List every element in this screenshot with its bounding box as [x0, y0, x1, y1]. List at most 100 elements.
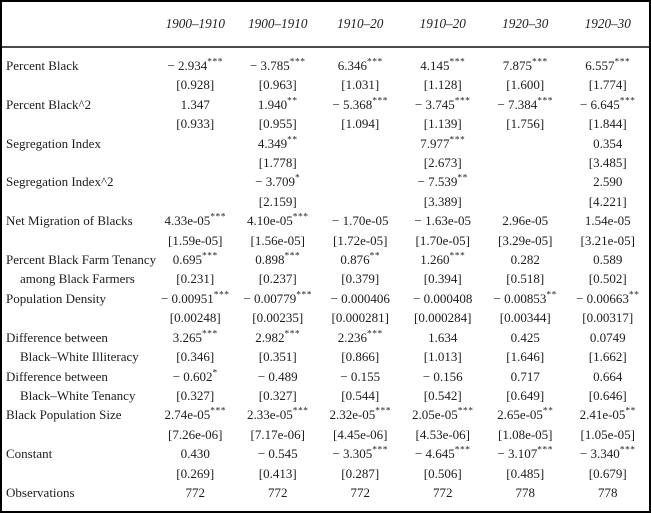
row-label: Observations	[6, 484, 75, 500]
coefficient-cell: − 1.70e-05	[332, 213, 389, 229]
row-label-line2	[2, 308, 154, 327]
row-label-header-cell	[2, 2, 154, 48]
coefficient-cell: − 3.709*	[255, 174, 301, 190]
significance-stars: ***	[537, 96, 554, 107]
significance-stars: ***	[457, 406, 474, 417]
coefficient-cell: 2.65e-05**	[497, 406, 554, 423]
coefficient-cell: − 3.340***	[579, 445, 636, 462]
coefficient-cell: 0.0749	[589, 329, 626, 345]
stderr-cell: [1.774]	[588, 77, 627, 93]
coefficient-cell: 4.145***	[420, 57, 466, 73]
stderr-cell: [2.159]	[258, 193, 297, 209]
coefficient-cell: 0.430	[180, 446, 210, 462]
stderr-cell: [1.031]	[341, 77, 380, 93]
significance-stars: ***	[619, 96, 636, 107]
stderr-cell: [1.72e-05]	[332, 232, 388, 248]
coefficient-cell: − 3.785***	[249, 57, 306, 73]
significance-stars: ***	[449, 135, 466, 146]
column-header: 1900–1910	[236, 2, 319, 48]
stderr-cell: [7.26e-06]	[167, 426, 223, 442]
stderr-cell: [0.413]	[258, 465, 297, 481]
stderr-cell: [0.502]	[588, 271, 627, 287]
stderr-cell: [0.518]	[506, 271, 545, 287]
row-label: Constant	[6, 446, 53, 462]
coefficient-cell	[319, 134, 402, 153]
significance-stars: ***	[289, 57, 306, 68]
stderr-cell: [0.542]	[423, 387, 462, 403]
significance-stars: ***	[207, 57, 224, 68]
stderr-cell: [0.00344]	[499, 310, 551, 326]
coefficient-row: Percent Black^2 1.347 1.940** − 5.368*** − 3…	[2, 95, 649, 114]
column-header: 1910–20	[401, 2, 484, 48]
stderr-cell: [0.000284]	[414, 310, 472, 326]
coefficient-row: Difference between − 0.602* − 0.489 − 0.155…	[2, 367, 649, 386]
significance-stars: ***	[375, 406, 392, 417]
stderr-row: [0.928] [0.963] [1.031] [1.128] [1.600] [1.77…	[2, 75, 649, 94]
coefficient-cell: − 7.384***	[497, 96, 554, 112]
coefficient-cell: 772	[433, 484, 453, 500]
significance-stars: ***	[367, 57, 383, 68]
stderr-cell: [1.59e-05]	[167, 232, 223, 248]
row-label-line2: among Black Farmers	[20, 271, 135, 287]
significance-stars: ***	[202, 329, 218, 340]
stderr-row: Black–White Tenancy [0.327] [0.327] [0.544]…	[2, 386, 649, 405]
row-label: Black Population Size	[6, 407, 122, 423]
stderr-cell: [1.70e-05]	[415, 232, 470, 248]
row-label-line2: Black–White Illiteracy	[20, 349, 139, 365]
coefficient-cell: 772	[350, 484, 371, 500]
stderr-cell: [0.506]	[423, 465, 462, 481]
stderr-cell: [3.485]	[588, 155, 627, 171]
column-header: 1920–30	[566, 2, 649, 48]
stderr-cell: [0.955]	[258, 116, 297, 132]
column-header: 1910–20	[319, 2, 402, 48]
coefficient-cell: 4.349**	[257, 135, 298, 151]
stderr-cell	[484, 192, 567, 211]
significance-stars: ***	[367, 329, 383, 340]
stderr-cell: [1.139]	[423, 116, 462, 132]
stderr-cell: [3.389]	[423, 193, 462, 209]
coefficient-cell: 6.557***	[585, 57, 631, 73]
row-label: Net Migration of Blacks	[6, 213, 133, 229]
significance-stars: ***	[213, 290, 230, 301]
stderr-row: Black–White Illiteracy [0.346] [0.351] [0.8…	[2, 347, 649, 366]
significance-stars: ***	[449, 251, 466, 262]
row-label: Percent Black	[6, 58, 79, 73]
stderr-cell: [1.844]	[588, 116, 627, 132]
significance-stars: **	[628, 290, 640, 301]
stderr-cell: [2.673]	[423, 155, 462, 171]
stderr-cell: [0.327]	[258, 387, 297, 403]
coefficient-cell: 778	[515, 484, 536, 500]
row-label-line2	[2, 192, 154, 211]
stderr-cell: [3.21e-05]	[580, 232, 635, 248]
header-spacer-row	[2, 47, 649, 56]
coefficient-cell	[154, 172, 237, 191]
significance-stars: **	[625, 406, 636, 417]
stderr-row: [0.933] [0.955] [1.094] [1.139] [1.756] [1.84…	[2, 114, 649, 133]
coefficient-cell: − 0.156	[422, 368, 463, 384]
coefficient-cell: − 7.539**	[417, 174, 468, 190]
significance-stars: ***	[292, 212, 309, 223]
coefficient-cell: 778	[598, 484, 618, 500]
stderr-cell: [1.778]	[258, 155, 297, 171]
coefficient-cell: 2.96e-05	[502, 213, 549, 229]
table-body: Percent Black − 2.934*** − 3.785*** 6.346**…	[2, 47, 649, 502]
coefficient-row: Constant 0.430 − 0.545 − 3.305*** − 4.645***…	[2, 444, 649, 463]
coefficient-cell: − 4.645***	[414, 445, 471, 462]
row-label-line2	[2, 231, 154, 250]
significance-stars: ***	[537, 445, 554, 456]
stderr-cell	[484, 153, 567, 172]
coefficient-cell: − 0.489	[257, 368, 298, 384]
stderr-cell: [0.679]	[588, 465, 627, 481]
coefficient-row: Segregation Index^2 − 3.709* − 7.539** 2.59…	[2, 172, 649, 191]
coefficient-cell: 2.33e-05***	[246, 406, 309, 423]
significance-stars: ***	[372, 96, 389, 107]
coefficient-cell	[484, 134, 567, 153]
stderr-row: [7.26e-06] [7.17e-06] [4.45e-06] [4.53e-06]…	[2, 425, 649, 444]
stderr-row: [1.778] [2.673] [3.485]	[2, 153, 649, 172]
stderr-cell: [1.08e-05]	[497, 426, 553, 442]
header-row: 1900–1910 1900–1910 1910–20 1910–20 1920–30 1…	[2, 2, 649, 48]
stderr-row: [2.159] [3.389] [4.221]	[2, 192, 649, 211]
significance-stars: **	[287, 96, 298, 107]
coefficient-cell: 3.265***	[172, 329, 218, 345]
table-header: 1900–1910 1900–1910 1910–20 1910–20 1920–30 1…	[2, 2, 649, 48]
